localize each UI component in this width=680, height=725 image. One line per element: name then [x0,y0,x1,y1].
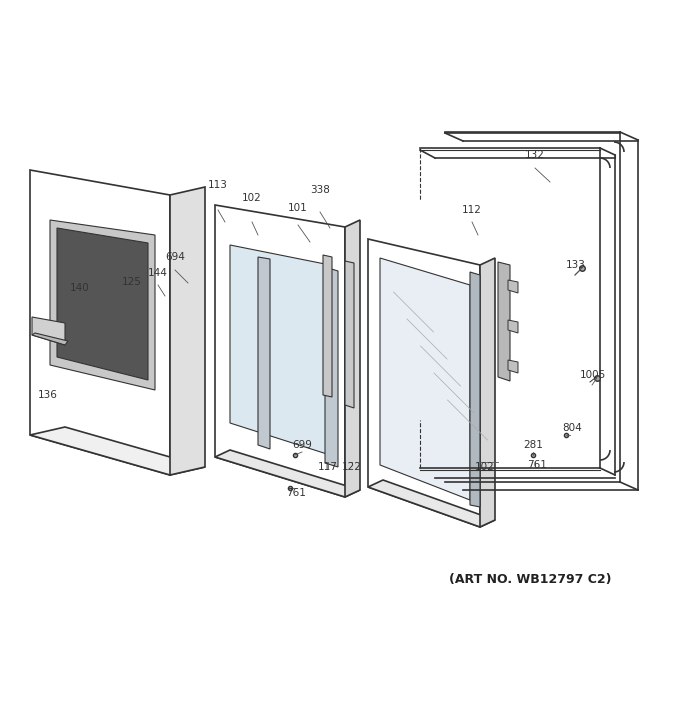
Polygon shape [30,427,205,475]
Polygon shape [323,255,332,397]
Polygon shape [325,267,338,467]
Polygon shape [380,258,470,500]
Polygon shape [345,220,360,497]
Text: 122: 122 [342,462,362,472]
Text: 761: 761 [286,488,306,498]
Text: 140: 140 [70,283,90,293]
Text: 112: 112 [462,205,482,215]
Polygon shape [258,257,270,449]
Text: 761: 761 [527,460,547,470]
Polygon shape [32,317,65,345]
Polygon shape [368,480,495,527]
Text: 113: 113 [208,180,228,190]
Polygon shape [498,262,510,381]
Text: 101: 101 [288,203,308,213]
Polygon shape [170,187,205,475]
Text: 132: 132 [525,150,545,160]
Text: (ART NO. WB12797 C2): (ART NO. WB12797 C2) [449,573,611,587]
Text: 694: 694 [165,252,185,262]
Text: 102: 102 [242,193,262,203]
Polygon shape [230,245,330,455]
Text: 281: 281 [523,440,543,450]
Text: 136: 136 [38,390,58,400]
Polygon shape [345,261,354,408]
Polygon shape [32,333,68,345]
Polygon shape [215,450,360,497]
Text: 102: 102 [475,462,495,472]
Polygon shape [57,228,148,380]
Polygon shape [508,320,518,333]
Polygon shape [470,272,480,507]
Text: 125: 125 [122,277,142,287]
Text: 133: 133 [566,260,586,270]
Text: 1005: 1005 [580,370,606,380]
Text: 338: 338 [310,185,330,195]
Polygon shape [508,360,518,373]
Polygon shape [50,220,155,390]
Text: 804: 804 [562,423,582,433]
Text: 117: 117 [318,462,338,472]
Text: 144: 144 [148,268,168,278]
Polygon shape [508,280,518,293]
Polygon shape [480,258,495,527]
Text: 699: 699 [292,440,312,450]
